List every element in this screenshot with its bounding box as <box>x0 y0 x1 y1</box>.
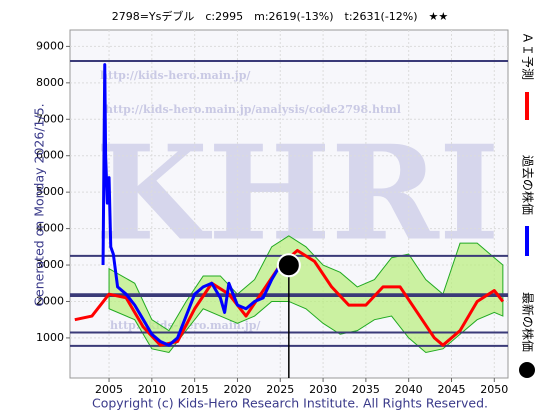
watermark: http://kids-hero.main.jp/ <box>100 69 251 82</box>
plot: http://kids-hero.main.jp/http://kids-her… <box>36 30 508 396</box>
series-line <box>74 248 505 347</box>
legend-swatch <box>519 362 535 378</box>
x-tick-label: 2010 <box>138 383 166 396</box>
chart-title: 2798=Ysデブル c:2995 m:2619(-13%) t:2631(-1… <box>112 9 449 23</box>
generated-note: Generated on Monday 2026/1/5. <box>32 103 47 306</box>
legend-label: 最新の株価 <box>521 292 536 352</box>
x-tick-label: 2030 <box>309 383 337 396</box>
y-tick-label: 6000 <box>36 149 64 162</box>
y-tick-label: 1000 <box>36 331 64 344</box>
watermark: http://kids-hero.main.jp/analysis/code27… <box>105 103 401 116</box>
x-tick-label: 2040 <box>395 383 423 396</box>
y-tick-label: 4000 <box>36 222 64 235</box>
x-tick-label: 2015 <box>181 383 209 396</box>
y-tick-label: 8000 <box>36 76 64 89</box>
y-tick-label: 2000 <box>36 294 64 307</box>
x-tick-label: 2045 <box>437 383 465 396</box>
x-tick-label: 2020 <box>223 383 251 396</box>
y-tick-label: 7000 <box>36 112 64 125</box>
legend-label: 過去の株価 <box>521 155 536 215</box>
x-tick-label: 2050 <box>480 383 508 396</box>
y-tick-label: 9000 <box>36 39 64 52</box>
x-tick-label: 2025 <box>266 383 294 396</box>
latest-point <box>276 253 301 278</box>
x-tick-label: 2035 <box>352 383 380 396</box>
x-tick-label: 2005 <box>95 383 123 396</box>
legend-label: ＡＩ予測 <box>521 32 535 80</box>
y-tick-label: 3000 <box>36 258 64 271</box>
y-tick-label: 5000 <box>36 185 64 198</box>
series-line <box>101 63 288 347</box>
copyright: Copyright (c) Kids-Hero Research Institu… <box>92 396 488 411</box>
